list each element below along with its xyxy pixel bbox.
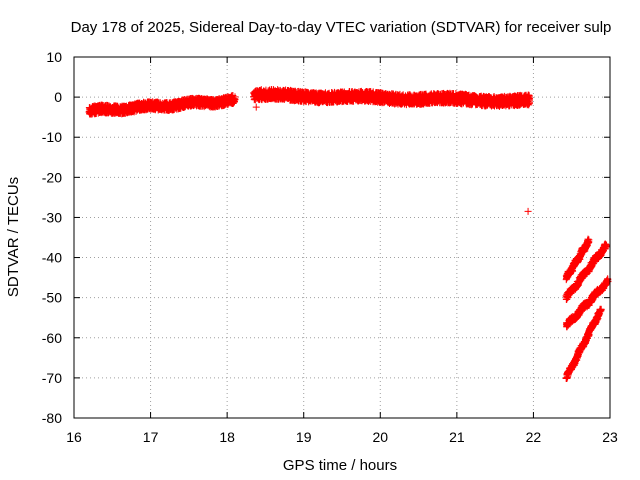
y-tick-label: 10 (46, 49, 62, 65)
y-tick-label: -70 (42, 370, 62, 386)
x-tick-label: 18 (219, 429, 235, 445)
x-tick-label: 16 (66, 429, 82, 445)
y-tick-label: -10 (42, 129, 62, 145)
data-point (252, 103, 260, 111)
x-axis-label: GPS time / hours (283, 457, 397, 474)
data-point (524, 207, 532, 215)
y-tick-label: -50 (42, 290, 62, 306)
y-tick-label: -60 (42, 330, 62, 346)
x-tick-label: 23 (602, 429, 618, 445)
x-tick-label: 22 (526, 429, 542, 445)
y-tick-label: -30 (42, 209, 62, 225)
y-axis-label: SDTVAR / TECUs (5, 177, 22, 297)
y-tick-label: -20 (42, 169, 62, 185)
y-tick-label: -40 (42, 250, 62, 266)
data-points (85, 86, 612, 383)
x-tick-label: 20 (372, 429, 388, 445)
y-tick-label: -80 (42, 410, 62, 426)
y-tick-label: 0 (54, 89, 62, 105)
chart-title: Day 178 of 2025, Sidereal Day-to-day VTE… (71, 19, 612, 36)
x-tick-label: 19 (296, 429, 312, 445)
y-tick-labels: 10 0 -10 -20 -30 -40 -50 -60 -70 -80 (42, 49, 62, 426)
x-tick-label: 17 (143, 429, 159, 445)
x-tick-labels: 16 17 18 19 20 21 22 23 (66, 429, 618, 445)
data-point (231, 96, 239, 104)
x-tick-label: 21 (449, 429, 465, 445)
